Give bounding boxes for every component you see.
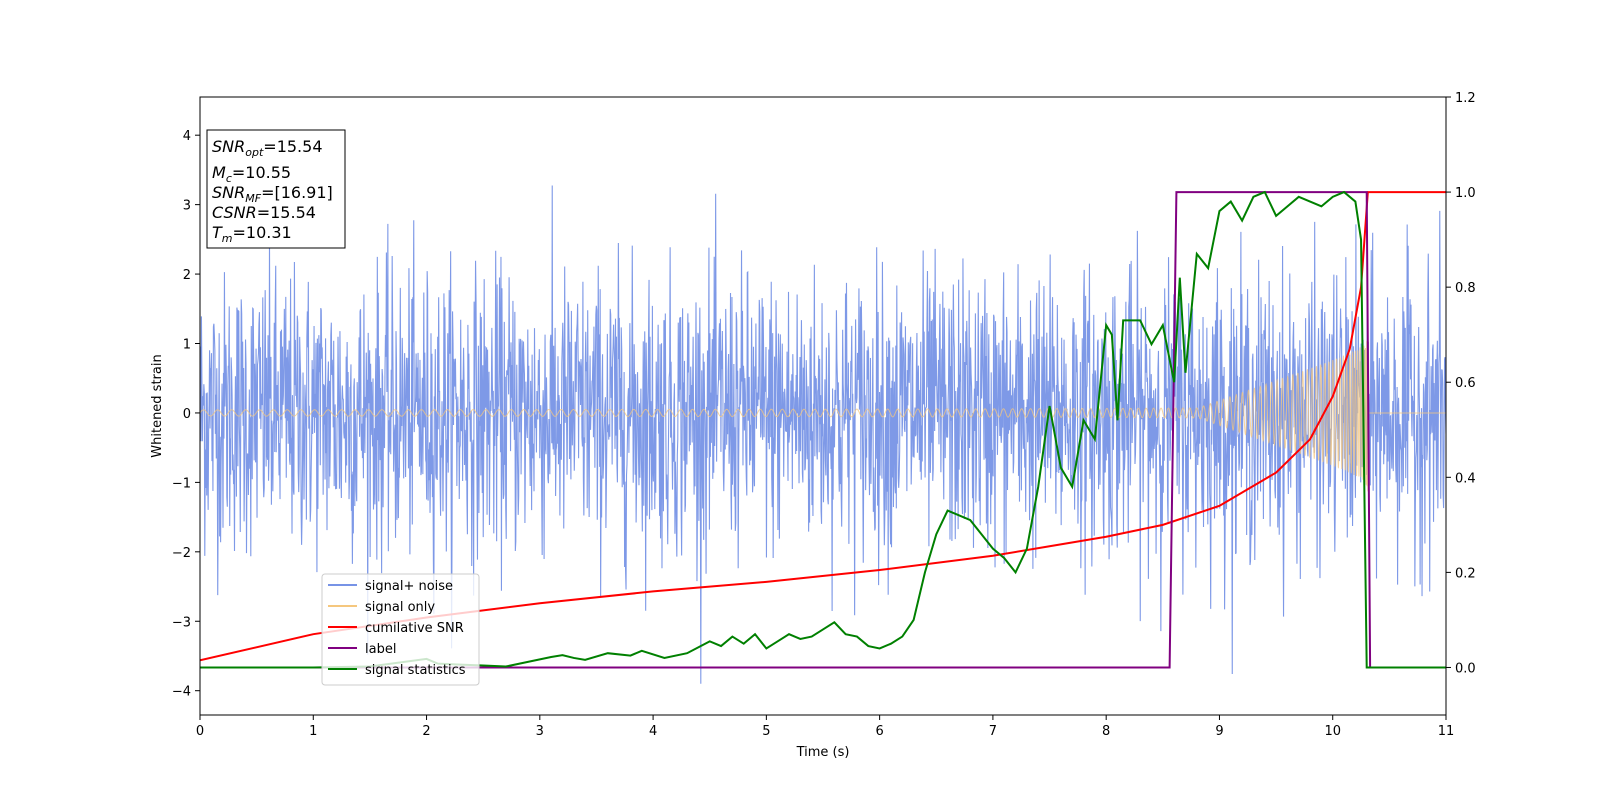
x-tick-label: 0 bbox=[196, 724, 204, 739]
series-line-cumulative-snr bbox=[200, 191, 1446, 662]
info-csnr: CSNR=15.54 bbox=[212, 203, 316, 222]
x-tick-label: 5 bbox=[762, 724, 770, 739]
info-tm: Tm=10.31 bbox=[212, 223, 292, 245]
y-right-tick-label: 0.0 bbox=[1455, 661, 1476, 676]
x-tick-label: 8 bbox=[1102, 724, 1110, 739]
series-line-signal-statistics bbox=[200, 190, 1446, 669]
x-tick-label: 7 bbox=[989, 724, 997, 739]
y-left-tick-label: −1 bbox=[172, 476, 191, 491]
x-axis-ticks: 0 1 2 3 4 5 6 7 8 9 10 11 bbox=[196, 715, 1454, 739]
y-right-tick-label: 0.4 bbox=[1455, 471, 1476, 486]
y-left-tick-label: 2 bbox=[183, 268, 191, 283]
y-left-tick-label: −3 bbox=[172, 615, 191, 630]
legend-label-signal-only: signal only bbox=[365, 600, 435, 615]
x-tick-label: 9 bbox=[1215, 724, 1223, 739]
y-right-tick-label: 0.2 bbox=[1455, 566, 1476, 581]
legend: signal+ noise signal only cumilative SNR… bbox=[321, 573, 480, 686]
y-axis-label: Whitened strain bbox=[150, 354, 165, 457]
y-left-tick-label: 0 bbox=[183, 407, 191, 422]
legend-label-label: label bbox=[365, 642, 396, 657]
legend-item-signal-noise: signal+ noise bbox=[328, 579, 453, 594]
x-tick-label: 6 bbox=[875, 724, 883, 739]
plot-area bbox=[200, 185, 1446, 684]
legend-item-signal-statistics: signal statistics bbox=[328, 663, 466, 678]
legend-label-signal-noise: signal+ noise bbox=[365, 579, 453, 594]
info-mc: Mc=10.55 bbox=[212, 163, 291, 185]
info-snr-mf: SNRMF=[16.91] bbox=[212, 183, 333, 205]
y-left-tick-label: −4 bbox=[172, 685, 191, 700]
legend-item-cumulative-snr: cumilative SNR bbox=[328, 621, 464, 636]
y-right-tick-label: 1.0 bbox=[1455, 186, 1476, 201]
legend-label-cumulative-snr: cumilative SNR bbox=[365, 621, 464, 636]
y-left-tick-label: 3 bbox=[183, 199, 191, 214]
y-right-tick-label: 0.6 bbox=[1455, 376, 1476, 391]
legend-item-signal-only: signal only bbox=[328, 600, 435, 615]
plot-frame bbox=[199, 96, 1447, 716]
y-axis-left-ticks: −4 −3 −2 −1 0 1 2 3 4 bbox=[172, 129, 200, 700]
y-left-tick-label: −2 bbox=[172, 546, 191, 561]
legend-item-label: label bbox=[328, 642, 396, 657]
y-right-tick-label: 0.8 bbox=[1455, 281, 1476, 296]
legend-label-signal-statistics: signal statistics bbox=[365, 663, 466, 678]
x-tick-label: 1 bbox=[309, 724, 317, 739]
x-tick-label: 10 bbox=[1324, 724, 1341, 739]
info-snr-opt: SNRopt=15.54 bbox=[212, 137, 323, 159]
y-left-tick-label: 1 bbox=[183, 338, 191, 353]
info-box: SNRopt=15.54 Mc=10.55 SNRMF=[16.91] CSNR… bbox=[206, 129, 346, 249]
series-line-signal-noise bbox=[200, 185, 1446, 684]
x-tick-label: 2 bbox=[422, 724, 430, 739]
x-axis-label: Time (s) bbox=[796, 745, 850, 760]
y-left-tick-label: 4 bbox=[183, 129, 191, 144]
x-tick-label: 3 bbox=[536, 724, 544, 739]
x-tick-label: 4 bbox=[649, 724, 657, 739]
y-axis-right-ticks: 0.0 0.2 0.4 0.6 0.8 1.0 1.2 bbox=[1446, 91, 1476, 676]
y-right-tick-label: 1.2 bbox=[1455, 91, 1476, 106]
x-tick-label: 11 bbox=[1438, 724, 1455, 739]
